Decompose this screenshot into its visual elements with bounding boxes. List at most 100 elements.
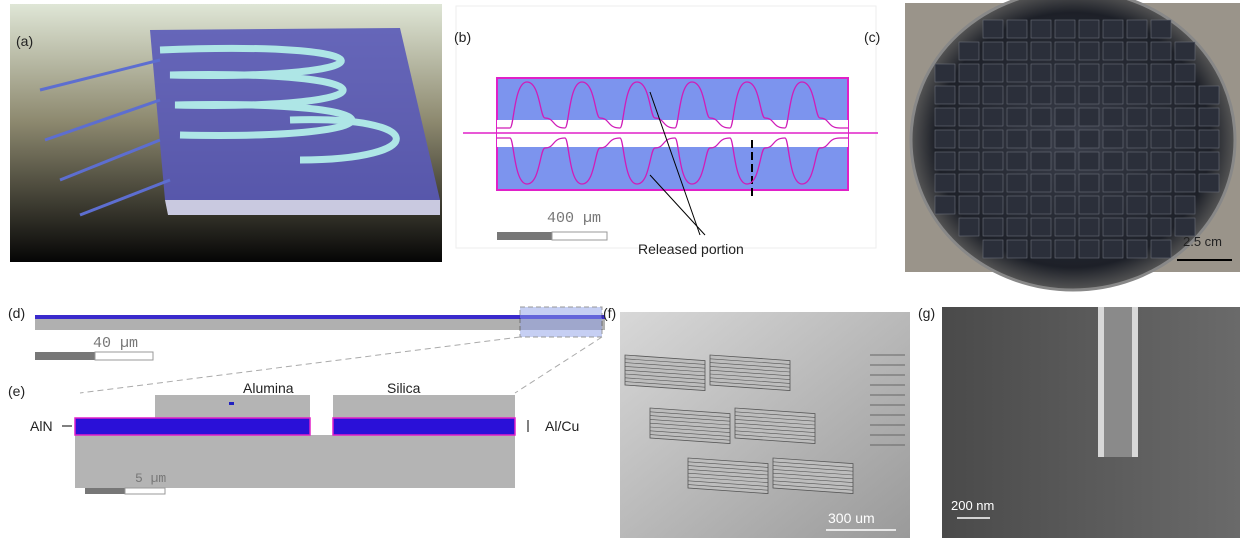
die [1007,86,1027,104]
die [1127,152,1147,170]
scale-bar [552,232,607,240]
die [1103,196,1123,214]
die [1199,130,1219,148]
die [1127,218,1147,236]
die [983,64,1003,82]
panel-label: (d) [8,305,25,321]
die [1055,196,1075,214]
silica-top [155,395,310,418]
die [1079,130,1099,148]
array [650,408,730,444]
panel-g: 200 nm (g) [918,305,1240,538]
die [1103,86,1123,104]
die [1199,174,1219,192]
panel-label: (c) [864,29,880,45]
die [983,108,1003,126]
die [983,218,1003,236]
scale-label: 200 nm [951,498,994,513]
alumina [229,402,234,405]
die [1007,42,1027,60]
zoom-line [515,337,602,393]
ridge-edge [1098,307,1104,457]
die [1031,240,1051,258]
die [1127,240,1147,258]
die [1127,174,1147,192]
die [1055,152,1075,170]
die [935,86,955,104]
panel-f: 300 um (f) [603,305,910,538]
die [1199,86,1219,104]
die [935,130,955,148]
array [625,355,705,391]
die [959,108,979,126]
silica-top [333,395,515,418]
die [983,152,1003,170]
die [1079,174,1099,192]
die [983,42,1003,60]
die [1127,42,1147,60]
die [1007,240,1027,258]
die [1103,240,1123,258]
array [773,458,853,494]
die [1031,42,1051,60]
label: AlN [30,418,53,434]
label: Alumina [243,380,294,396]
panel-label: (e) [8,383,25,399]
die [1175,108,1195,126]
die [1151,218,1171,236]
die [1127,86,1147,104]
die [1151,20,1171,38]
die [1079,196,1099,214]
die [935,152,955,170]
die [1127,20,1147,38]
die [983,20,1003,38]
scale-label: 2.5 cm [1183,234,1222,249]
zoom-line [80,337,520,393]
die [1031,108,1051,126]
array [735,408,815,444]
die [1031,152,1051,170]
die [1079,240,1099,258]
die [1103,64,1123,82]
die [1007,218,1027,236]
die [959,152,979,170]
die [1079,218,1099,236]
figure: (a) 400 µm Released portion (b) 2.5 cm (… [0,0,1242,540]
panel-label: (b) [454,29,471,45]
die [1199,108,1219,126]
panel-label: (f) [603,305,616,321]
die [1055,86,1075,104]
aln-layer [333,418,515,435]
die [1127,64,1147,82]
die [1175,130,1195,148]
die [1079,42,1099,60]
die [1055,240,1075,258]
die [1151,152,1171,170]
panel-label: (a) [16,33,33,49]
die [1007,20,1027,38]
die [959,196,979,214]
die [959,86,979,104]
die [1055,20,1075,38]
die [1007,196,1027,214]
die [1055,42,1075,60]
scale-bar [35,352,95,360]
die [1031,86,1051,104]
die [1127,108,1147,126]
die [983,86,1003,104]
die [1007,108,1027,126]
die [1175,152,1195,170]
die [1031,64,1051,82]
die [959,218,979,236]
chip-edge [165,200,440,215]
scale-bar [125,488,165,494]
die [1103,152,1123,170]
die [1031,20,1051,38]
die [1055,174,1075,192]
die [1175,64,1195,82]
die [1079,86,1099,104]
scale-label: 40 µm [93,335,138,352]
panel-b: 400 µm Released portion (b) [454,6,878,257]
die [1175,42,1195,60]
die [1103,218,1123,236]
